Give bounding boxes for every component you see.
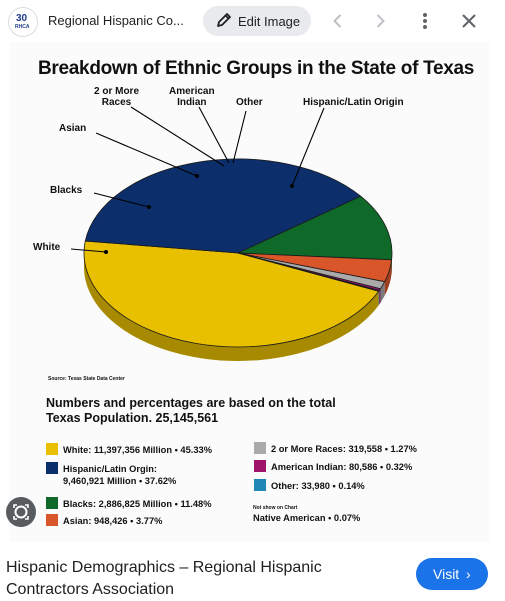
pie-label-hispanic: Hispanic/Latin Origin bbox=[303, 97, 404, 108]
leader-dot-hispanic bbox=[290, 184, 294, 188]
leader-dot-asian bbox=[195, 174, 199, 178]
legend-native-american: Native American • 0.07% bbox=[253, 512, 360, 524]
lens-button[interactable] bbox=[6, 497, 36, 527]
pie-label-other: Other bbox=[236, 97, 263, 108]
leader-two-or-more bbox=[131, 107, 224, 166]
legend-american-indian: American Indian: 80,586 • 0.32% bbox=[271, 461, 412, 473]
legend-swatch-other bbox=[254, 479, 266, 491]
chart-source: Source: Texas State Data Center bbox=[48, 376, 125, 382]
legend-blacks: Blacks: 2,886,825 Million • 11.48% bbox=[63, 498, 211, 510]
pie-side-other bbox=[379, 290, 380, 305]
legend-hispanic: Hispanic/Latin Orgin:9,460,921 Million •… bbox=[63, 463, 176, 487]
legend-swatch-asian bbox=[46, 514, 58, 526]
leader-other bbox=[233, 111, 246, 163]
legend-white: White: 11,397,356 Million • 45.33% bbox=[63, 444, 212, 456]
legend-asian: Asian: 948,426 • 3.77% bbox=[63, 515, 162, 527]
legend-swatch-hispanic bbox=[46, 462, 58, 474]
pie-label-blacks: Blacks bbox=[50, 185, 82, 196]
legend-swatch-two-or-more bbox=[254, 442, 266, 454]
legend-swatch-american-indian bbox=[254, 460, 266, 472]
visit-button[interactable]: Visit › bbox=[416, 558, 488, 590]
not-shown-note: Not show on Chart bbox=[253, 505, 297, 511]
legend-two-or-more: 2 or More Races: 319,558 • 1.27% bbox=[271, 443, 417, 455]
legend-other: Other: 33,980 • 0.14% bbox=[271, 480, 365, 492]
leader-dot-blacks bbox=[147, 205, 151, 209]
leader-american-indian bbox=[199, 107, 229, 163]
pie-side-american_indian bbox=[379, 289, 380, 305]
legend-swatch-blacks bbox=[46, 497, 58, 509]
legend-swatch-white bbox=[46, 443, 58, 455]
pie-slices bbox=[84, 159, 392, 347]
result-title[interactable]: Hispanic Demographics – Regional Hispani… bbox=[6, 557, 366, 601]
leader-dot-white bbox=[104, 250, 108, 254]
chart-summary: Numbers and percentages are based on the… bbox=[46, 396, 376, 426]
pie-label-white: White bbox=[33, 242, 60, 253]
chevron-right-small-icon: › bbox=[466, 566, 471, 582]
visit-label: Visit bbox=[433, 566, 459, 582]
lens-search-icon bbox=[6, 497, 36, 527]
pie-label-asian: Asian bbox=[59, 123, 86, 134]
